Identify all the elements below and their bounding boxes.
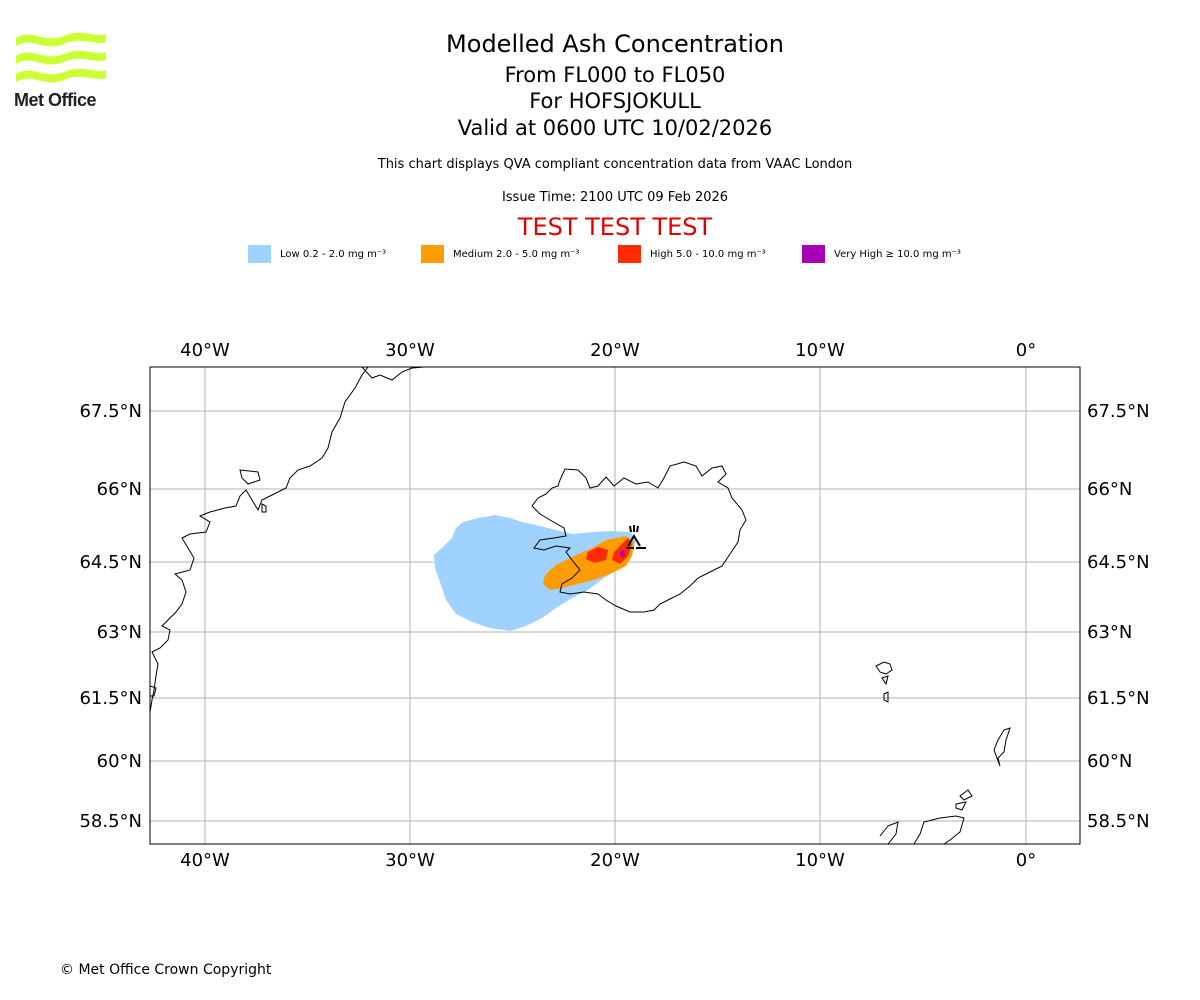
lat-label-right-64-5n: 64.5°N	[1087, 552, 1150, 573]
orkney-islands	[955, 789, 973, 811]
legend-label-low: Low 0.2 - 2.0 mg m⁻³	[280, 248, 387, 260]
chart-description: This chart displays QVA compliant concen…	[377, 157, 853, 172]
legend-item-very-high: Very High ≥ 10.0 mg m⁻³	[802, 244, 961, 264]
legend-swatch-low	[248, 245, 271, 263]
lon-label-bottom-10w: 10°W	[795, 850, 845, 871]
lat-label-left-64-5n: 64.5°N	[79, 552, 142, 573]
test-banner: TEST TEST TEST	[517, 213, 713, 241]
logo-text: Met Office	[14, 90, 97, 110]
lat-label-right-63n: 63°N	[1087, 622, 1132, 643]
legend-swatch-very-high	[802, 245, 825, 263]
lon-label-top-20w: 20°W	[590, 340, 640, 361]
legend-label-very-high: Very High ≥ 10.0 mg m⁻³	[834, 248, 961, 260]
lon-label-bottom-40w: 40°W	[180, 850, 230, 871]
lat-label-left-66n: 66°N	[97, 479, 142, 500]
iceland-coastline	[531, 461, 747, 613]
lat-label-left-61-5n: 61.5°N	[79, 688, 142, 709]
lat-label-left-58-5n: 58.5°N	[79, 811, 142, 832]
lon-label-bottom-30w: 30°W	[385, 850, 435, 871]
map-frame	[149, 366, 1081, 845]
legend-swatch-high	[618, 245, 641, 263]
volcano-marker-icon	[626, 525, 646, 549]
lat-label-right-58-5n: 58.5°N	[1087, 811, 1150, 832]
lat-label-right-67-5n: 67.5°N	[1087, 401, 1150, 422]
concentration-legend: Low 0.2 - 2.0 mg m⁻³ Medium 2.0 - 5.0 mg…	[0, 244, 1200, 264]
lon-label-bottom-20w: 20°W	[590, 850, 640, 871]
volcano-name: For HOFSJOKULL	[529, 89, 701, 113]
ash-concentration-map: 40°W 30°W 20°W 10°W 0° 40°W 30°W 20°W 10…	[79, 340, 1150, 871]
greenland-island-1	[239, 469, 261, 485]
coastlines	[150, 367, 747, 713]
lat-label-left-67-5n: 67.5°N	[79, 401, 142, 422]
scotland-coastline	[879, 815, 965, 844]
lon-label-top-40w: 40°W	[180, 340, 230, 361]
ash-area-low	[434, 515, 636, 631]
greenland-island-3	[150, 685, 157, 697]
legend-item-high: High 5.0 - 10.0 mg m⁻³	[618, 244, 766, 264]
ash-area-high-1	[586, 547, 608, 563]
legend-label-medium: Medium 2.0 - 5.0 mg m⁻³	[453, 248, 580, 260]
lat-label-right-60n: 60°N	[1087, 751, 1132, 772]
valid-time: Valid at 0600 UTC 10/02/2026	[457, 116, 773, 140]
greenland-island-2	[261, 503, 267, 513]
shetland-islands	[993, 727, 1011, 767]
met-office-logo: Met Office	[14, 30, 109, 112]
chart-title: Modelled Ash Concentration	[446, 30, 784, 58]
legend-item-low: Low 0.2 - 2.0 mg m⁻³	[248, 244, 386, 264]
faroe-islands	[875, 661, 893, 703]
lon-label-bottom-0: 0°	[1016, 850, 1036, 871]
lat-label-right-66n: 66°N	[1087, 479, 1132, 500]
map-gridlines	[150, 367, 1080, 844]
lon-label-top-10w: 10°W	[795, 340, 845, 361]
lon-label-top-30w: 30°W	[385, 340, 435, 361]
lat-label-left-60n: 60°N	[97, 751, 142, 772]
map-content	[150, 367, 1080, 844]
lat-label-right-61-5n: 61.5°N	[1087, 688, 1150, 709]
issue-time: Issue Time: 2100 UTC 09 Feb 2026	[501, 190, 729, 205]
legend-label-high: High 5.0 - 10.0 mg m⁻³	[650, 248, 766, 260]
legend-swatch-medium	[421, 245, 444, 263]
lon-label-top-0: 0°	[1016, 340, 1036, 361]
lat-label-left-63n: 63°N	[97, 622, 142, 643]
flight-level-range: From FL000 to FL050	[504, 63, 726, 87]
copyright-notice: © Met Office Crown Copyright	[60, 962, 272, 978]
ash-area-very-high	[620, 550, 625, 557]
ash-area-medium	[543, 536, 634, 590]
greenland-coastline	[150, 367, 425, 713]
legend-item-medium: Medium 2.0 - 5.0 mg m⁻³	[421, 244, 579, 264]
logo-waves-icon	[16, 32, 106, 83]
